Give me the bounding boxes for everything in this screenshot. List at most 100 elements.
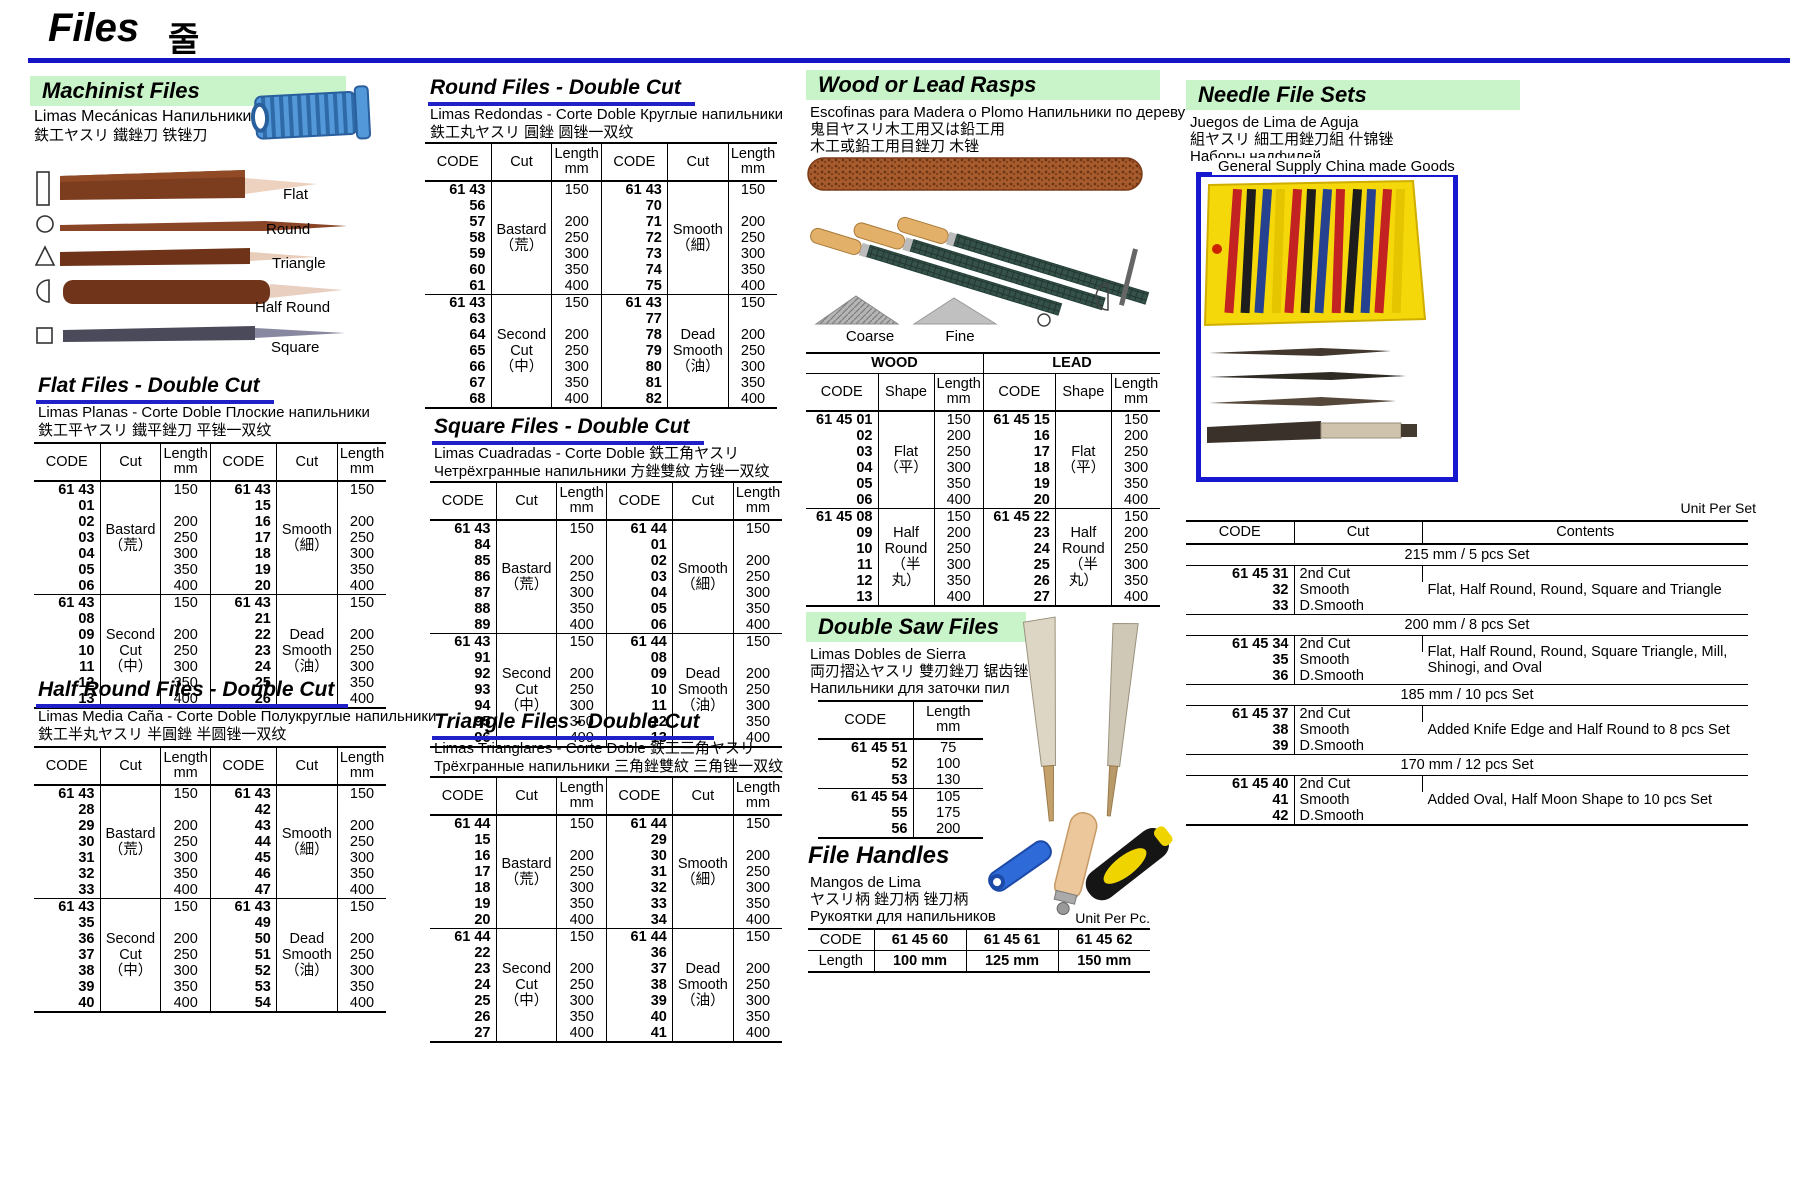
unit-per-pc-label: Unit Per Pc. <box>1075 910 1150 926</box>
code-cell: 30 <box>34 834 101 850</box>
column-header: Contents <box>1422 521 1748 545</box>
length-cell: 350 <box>1123 476 1149 492</box>
length-cell: 300 <box>160 963 211 979</box>
length-cell: 250 <box>934 541 984 557</box>
length-cell: 400 <box>349 578 375 594</box>
column-header: CODE <box>34 443 101 482</box>
length-cell: 400 <box>160 995 211 1012</box>
code-cell: 61 43 08 <box>34 594 101 627</box>
cut-cell: Smooth （細） <box>276 480 338 595</box>
length-cell: 400 <box>745 730 771 746</box>
code-cell: 05 <box>34 562 101 578</box>
column-header: Cut <box>667 143 729 182</box>
length-cell: 400 <box>349 882 375 898</box>
length-cell: 200 <box>349 627 375 643</box>
flat-files-heading: Flat Files - Double Cut <box>36 374 274 404</box>
square-files-heading: Square Files - Double Cut <box>432 415 704 445</box>
contents-cell: Added Knife Edge and Half Round to 8 pcs… <box>1422 705 1748 755</box>
length-cell: 400 <box>1123 589 1149 605</box>
length-cell: 350 <box>1123 573 1149 589</box>
round-files-table: CODE Cut Length mm CODE Cut Length mm 61 43 56… <box>425 142 778 409</box>
code-cell: 61 45 60 <box>874 929 967 951</box>
code-cell: 61 43 28 <box>34 784 101 818</box>
code-cell: 26 <box>430 1009 497 1025</box>
length-cell: 150 <box>551 294 602 327</box>
column-header: Cut <box>496 482 558 521</box>
code-cell: 81 <box>601 375 668 391</box>
length-cell: 350 <box>349 675 375 691</box>
length-cell: 200 <box>745 848 771 864</box>
code-cell: 61 45 62 <box>1058 929 1150 951</box>
length-cell: 250 <box>556 864 607 880</box>
code-cell: 61 45 37 <box>1186 705 1295 722</box>
column-header: Cut <box>496 777 558 816</box>
column-header: Length mm <box>728 143 778 182</box>
column-header: Cut <box>1294 521 1423 545</box>
code-cell: 19 <box>430 896 497 912</box>
length-cell: 150 <box>556 519 607 553</box>
flat-sub-es: Limas Planas - Corte Doble Плоские напил… <box>38 404 370 421</box>
code-cell: 86 <box>430 569 497 585</box>
file-label-half-round: Half Round <box>255 299 331 316</box>
length-cell: 200 <box>740 327 766 343</box>
cut-cell: Dead Smooth （油） <box>276 594 338 708</box>
code-cell: 11 <box>34 659 101 675</box>
length-cell: 300 <box>556 585 607 601</box>
code-cell: 59 <box>425 246 492 262</box>
length-cell: 200 <box>160 514 211 530</box>
needle-sub-jp: 組ヤスリ 細工用銼刀組 什锦锉 <box>1190 131 1394 148</box>
fine-swatch <box>912 297 998 325</box>
length-cell: 200 <box>551 327 602 343</box>
length-cell: 300 <box>551 359 602 375</box>
column-header: Cut <box>276 747 338 786</box>
cut-cell: Smooth （細） <box>672 814 734 929</box>
length-cell: 250 <box>1123 541 1149 557</box>
length-cell: 300 <box>160 659 211 675</box>
file-handles-heading: File Handles <box>808 842 950 869</box>
code-cell: 38 <box>34 963 101 979</box>
length-cell: 350 <box>551 375 602 391</box>
column-header: CODE <box>210 747 277 786</box>
length-cell: 300 <box>349 546 375 562</box>
code-cell: 46 <box>210 866 277 882</box>
length-cell: 200 <box>1123 525 1149 541</box>
flat-files-table: CODE Cut Length mm CODE Cut Length mm 61 43 01… <box>34 442 387 709</box>
code-cell: 94 <box>430 698 497 714</box>
code-cell: 95 <box>430 714 497 730</box>
unit-per-set-label: Unit Per Set <box>1680 500 1756 516</box>
length-cell: 150 <box>934 508 984 525</box>
half-round-sub-cjk: 鉄工半丸ヤスリ 半圓銼 半圆锉一双纹 <box>38 726 287 743</box>
cut-cell: Smooth （細） <box>276 784 338 899</box>
length-cell: 350 <box>556 601 607 617</box>
saw-sub-es: Limas Dobles de Sierra <box>810 646 966 663</box>
machinist-files-photo <box>55 168 355 353</box>
wood-lead-table: WOOD LEAD CODE Shape Length mm CODE Shape Lengt… <box>806 352 1161 607</box>
length-cell: 400 <box>349 995 375 1011</box>
wood-lead-rasps-heading: Wood or Lead Rasps <box>806 70 1160 100</box>
code-cell: 61 44 01 <box>606 519 673 553</box>
rasps-sub-jp: 鬼目ヤスリ木工用又は鉛工用 <box>810 121 1006 138</box>
length-cell: 100 <box>936 756 961 772</box>
saw-files-table: CODE Length mm 61 45 51 75 52 100 53 130 61 45 5… <box>818 700 983 839</box>
column-header: Length mm <box>337 747 387 786</box>
code-cell: 61 43 63 <box>425 294 492 327</box>
length-cell: 200 <box>1123 428 1149 444</box>
code-cell: 12 <box>34 675 101 691</box>
length-cell: 400 <box>745 1025 771 1041</box>
code-cell: 20 <box>430 912 497 929</box>
code-cell: 20 <box>983 492 1056 509</box>
code-cell: 61 45 08 <box>806 508 879 525</box>
length-cell: 200 <box>349 818 375 834</box>
row-header: Length <box>808 950 875 972</box>
code-cell: 150 mm <box>1077 953 1132 969</box>
length-cell: 300 <box>745 698 771 714</box>
length-cell: 200 <box>745 553 771 569</box>
square-glyph-icon <box>36 327 53 344</box>
code-cell: 40 <box>606 1009 673 1025</box>
code-cell: 36 <box>34 931 101 947</box>
length-cell: 250 <box>349 834 375 850</box>
column-header: Cut <box>276 443 338 482</box>
file-handles-photo <box>975 806 1180 929</box>
code-cell: 57 <box>425 214 492 230</box>
cut-cell: D.Smooth <box>1299 598 1364 614</box>
